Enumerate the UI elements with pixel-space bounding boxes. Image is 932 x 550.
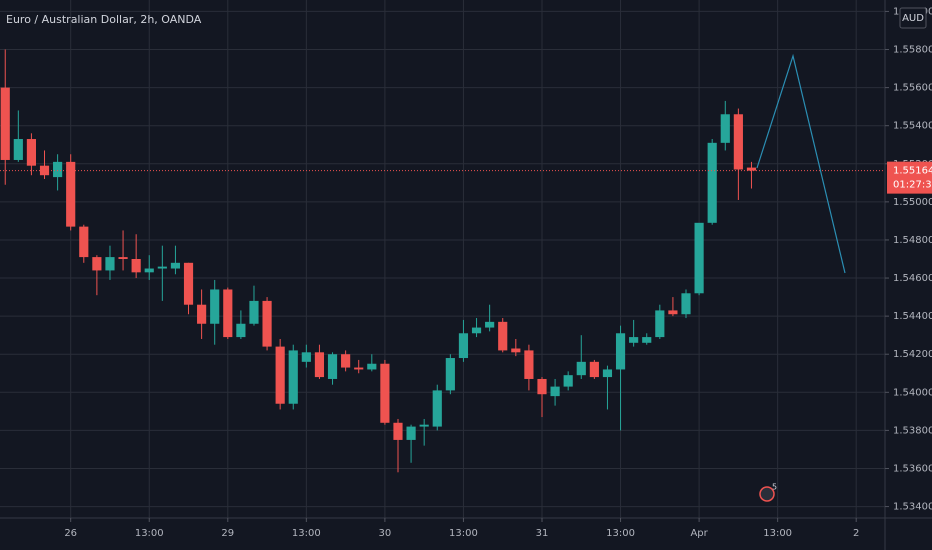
grid (0, 0, 885, 518)
candle-body (105, 257, 115, 271)
candle-body (720, 114, 730, 143)
candle-body (197, 304, 207, 324)
candle-body (223, 289, 233, 338)
chart-title: Euro / Australian Dollar, 2h, OANDA (6, 13, 202, 26)
currency-label[interactable]: AUD (902, 13, 924, 24)
candle-body (550, 386, 560, 397)
candle-body (53, 161, 63, 178)
candle-body (79, 226, 89, 258)
y-tick-label: 1.55400 (893, 121, 932, 132)
candle-body (498, 321, 508, 351)
last-price-label: 1.55164 (893, 166, 932, 177)
candle-body (589, 361, 599, 378)
candle-body (183, 262, 194, 305)
x-tick-label: 31 (536, 528, 549, 539)
countdown-label: 01:27:32 (893, 180, 932, 191)
x-tick-label: 26 (64, 528, 77, 539)
candle-body (0, 87, 10, 160)
x-tick-label: 13:00 (135, 528, 164, 539)
candle-body (26, 139, 37, 166)
candle-body (668, 310, 678, 315)
x-tick-label: 13:00 (763, 528, 792, 539)
y-tick-label: 1.55000 (893, 197, 932, 208)
candle-body (66, 161, 76, 227)
candle-body (537, 378, 547, 395)
candle-body (13, 139, 23, 160)
y-tick-label: 1.53400 (893, 502, 932, 513)
currency-box[interactable] (899, 7, 927, 29)
candle-body (275, 346, 285, 404)
candle-body (118, 257, 128, 259)
y-tick-label: 1.54800 (893, 235, 932, 246)
x-tick-label: 2 (853, 528, 859, 539)
candle-body (576, 361, 586, 376)
candle-body (327, 354, 338, 379)
candle-body (419, 424, 429, 427)
candle-body (393, 422, 403, 440)
y-tick-label: 1.55800 (893, 45, 932, 56)
candle-body (511, 348, 521, 353)
candle-body (458, 333, 469, 359)
axes: 1.53400 1.53600 1.53800 1.54000 1.54200 1.544… (64, 6, 932, 539)
candle-body (615, 333, 626, 370)
candle-body (341, 354, 351, 368)
y-tick-label: 1.54600 (893, 273, 932, 284)
drawing-projection[interactable] (756, 53, 846, 274)
x-tick-label: 13:00 (292, 528, 321, 539)
candle-body (210, 289, 220, 324)
events-badge[interactable]: 5 (772, 483, 777, 492)
candle-body (733, 114, 743, 170)
candle-body (406, 426, 416, 440)
candle-body (629, 337, 639, 343)
candle-body (681, 293, 691, 315)
candle-body (354, 367, 364, 370)
candle-body (563, 375, 573, 387)
x-tick-label: 13:00 (606, 528, 635, 539)
candle-body (249, 300, 259, 324)
candle-body (314, 352, 325, 378)
candle-body (485, 321, 495, 328)
candle-body (642, 337, 652, 343)
candle-body (694, 222, 704, 294)
events-icon[interactable] (759, 486, 775, 502)
candle-body (144, 268, 154, 273)
candle-body (236, 323, 246, 338)
candles (0, 49, 885, 473)
candle-body (445, 358, 455, 391)
candle-body (746, 167, 757, 171)
candle-body (471, 327, 482, 334)
candle-body (288, 350, 298, 404)
candle-body (92, 257, 102, 271)
y-tick-label: 1.53600 (893, 463, 932, 474)
x-tick-label: 29 (221, 528, 234, 539)
candle-body (157, 266, 167, 269)
x-tick-label: 30 (379, 528, 392, 539)
candle-body (367, 363, 377, 370)
candle-body (707, 142, 717, 223)
candle-body (170, 262, 181, 269)
candle-body (262, 300, 272, 347)
x-tick-label: 13:00 (449, 528, 478, 539)
candle-body (380, 363, 390, 423)
candle-body (301, 352, 311, 362)
y-tick-label: 1.53800 (893, 425, 932, 436)
y-tick-label: 1.55600 (893, 83, 932, 94)
candle-body (655, 310, 665, 338)
candle-body (602, 369, 613, 378)
y-tick-label: 1.54400 (893, 311, 932, 322)
x-tick-label: Apr (690, 528, 708, 539)
candle-body (524, 350, 534, 379)
y-tick-label: 1.54000 (893, 387, 932, 398)
candle-body (131, 259, 141, 273)
y-tick-label: 1.54200 (893, 349, 932, 360)
last-price-box (887, 161, 932, 194)
candle-body (39, 165, 50, 176)
candle-body (432, 390, 442, 427)
